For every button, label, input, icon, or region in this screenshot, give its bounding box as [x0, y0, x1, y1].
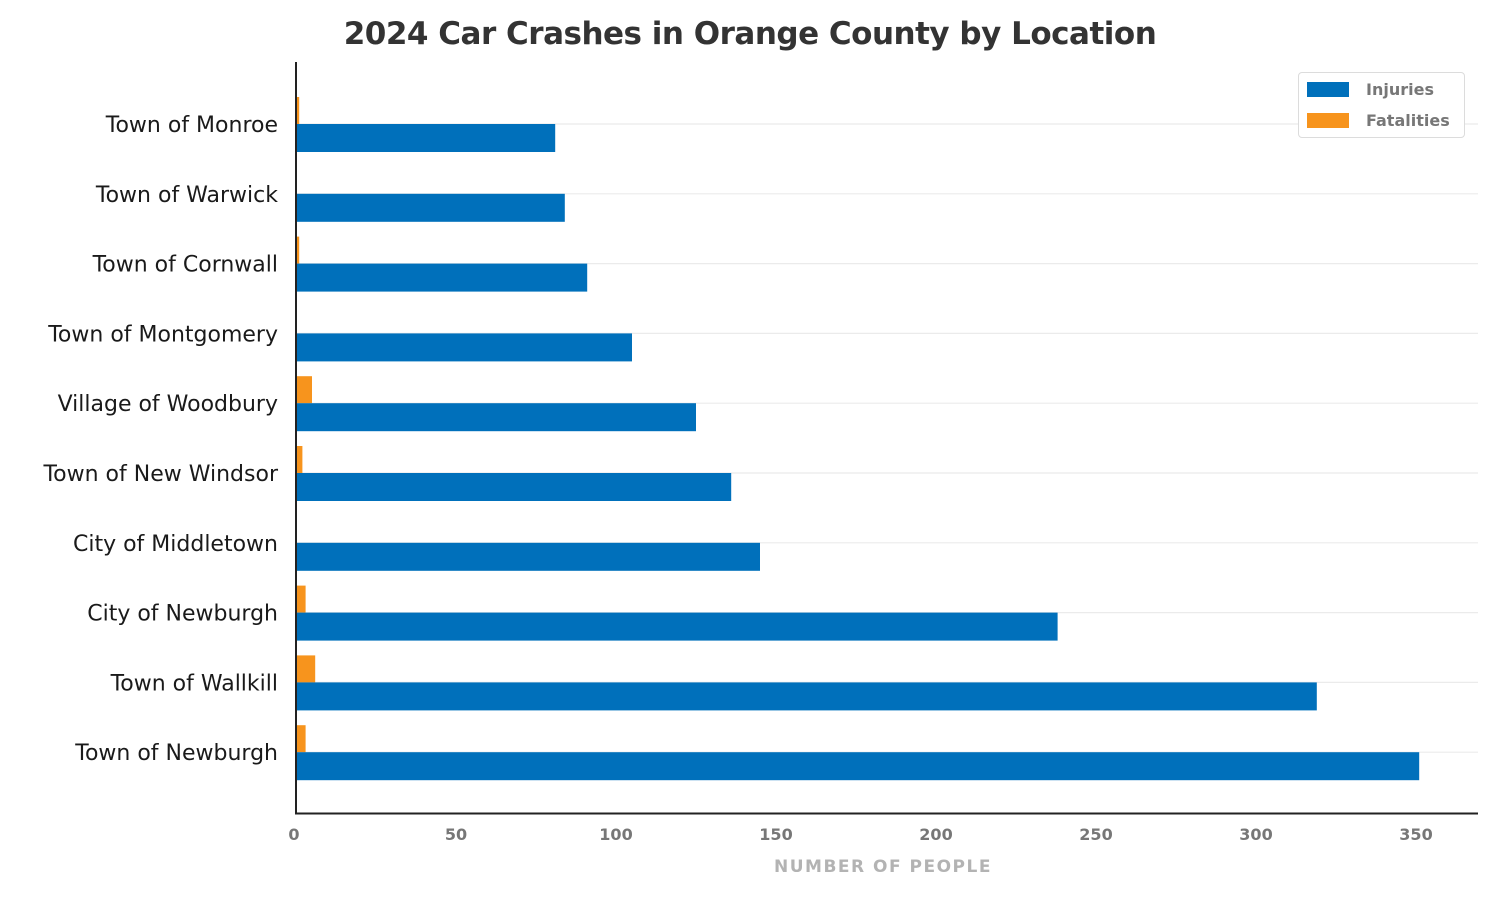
- bar-fatalities[interactable]: [296, 446, 303, 473]
- x-tick-label: 200: [919, 825, 952, 844]
- bar-injuries[interactable]: [296, 612, 1058, 641]
- bar-fatalities[interactable]: [296, 585, 306, 613]
- category-label: City of Middletown: [73, 532, 278, 557]
- bar-injuries[interactable]: [296, 473, 732, 501]
- x-tick-label: 350: [1399, 825, 1432, 844]
- category-label: Town of Montgomery: [47, 322, 278, 347]
- category-label: Village of Woodbury: [58, 392, 278, 417]
- legend-item-injuries[interactable]: Injuries: [1307, 80, 1434, 99]
- category-label: Town of Cornwall: [92, 253, 278, 278]
- bars: [296, 97, 1420, 781]
- bar-injuries[interactable]: [296, 403, 696, 432]
- bar-fatalities[interactable]: [296, 655, 316, 683]
- x-tick-label: 50: [445, 825, 467, 844]
- legend-swatch-injuries: [1307, 82, 1349, 97]
- legend-label-fatalities: Fatalities: [1366, 111, 1450, 130]
- bar-fatalities[interactable]: [296, 376, 312, 404]
- category-label: Town of Wallkill: [110, 671, 278, 696]
- category-label: City of Newburgh: [87, 602, 278, 627]
- bar-injuries[interactable]: [296, 542, 760, 571]
- x-axis-title: NUMBER OF PEOPLE: [774, 857, 992, 877]
- category-label: Town of Monroe: [105, 113, 278, 138]
- x-tick-label: 150: [759, 825, 792, 844]
- bar-fatalities[interactable]: [296, 97, 300, 124]
- category-labels: Town of Monroe Town of Warwick Town of Cor…: [42, 113, 278, 766]
- category-label: Town of Warwick: [95, 183, 278, 208]
- x-tick-label: 250: [1079, 825, 1112, 844]
- bar-fatalities[interactable]: [296, 725, 306, 753]
- bar-injuries[interactable]: [296, 124, 556, 152]
- category-label: Town of Newburgh: [74, 741, 278, 766]
- bar-injuries[interactable]: [296, 193, 565, 222]
- x-tick-label: 100: [599, 825, 632, 844]
- bar-injuries[interactable]: [296, 333, 632, 362]
- x-tick-labels: 0 50 100 150 200 250 300 350: [288, 825, 1432, 844]
- bar-injuries[interactable]: [296, 682, 1317, 711]
- x-tick-label: 300: [1239, 825, 1272, 844]
- legend-item-fatalities[interactable]: Fatalities: [1307, 111, 1450, 130]
- chart-title: 2024 Car Crashes in Orange County by Loc…: [343, 16, 1157, 52]
- category-label: Town of New Windsor: [42, 462, 278, 487]
- bar-injuries[interactable]: [296, 263, 588, 292]
- bar-fatalities[interactable]: [296, 236, 300, 264]
- legend-label-injuries: Injuries: [1366, 80, 1434, 99]
- legend: Injuries Fatalities: [1298, 72, 1465, 138]
- legend-swatch-fatalities: [1307, 113, 1349, 128]
- x-tick-label: 0: [288, 825, 299, 844]
- bar-injuries[interactable]: [296, 752, 1420, 781]
